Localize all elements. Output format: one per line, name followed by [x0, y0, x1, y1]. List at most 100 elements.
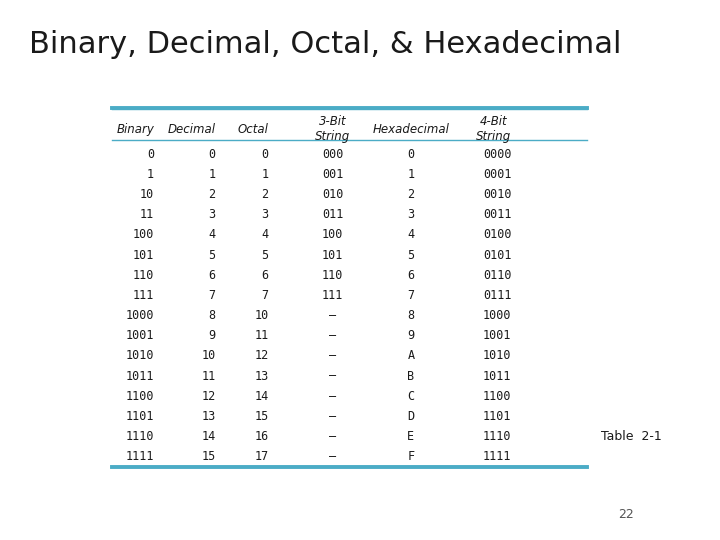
Text: A: A — [408, 349, 415, 362]
Text: Binary, Decimal, Octal, & Hexadecimal: Binary, Decimal, Octal, & Hexadecimal — [29, 30, 621, 59]
Text: —: — — [329, 430, 336, 443]
Text: 1011: 1011 — [483, 369, 511, 382]
Text: 1010: 1010 — [483, 349, 511, 362]
Text: —: — — [329, 329, 336, 342]
Text: 0: 0 — [147, 148, 154, 161]
Text: 8: 8 — [208, 309, 215, 322]
Text: Binary: Binary — [117, 123, 154, 136]
Text: 000: 000 — [322, 148, 343, 161]
Text: 100: 100 — [322, 228, 343, 241]
Text: 2: 2 — [261, 188, 269, 201]
Text: 001: 001 — [322, 168, 343, 181]
Text: 1111: 1111 — [483, 450, 511, 463]
Text: 4: 4 — [261, 228, 269, 241]
Text: 1000: 1000 — [126, 309, 154, 322]
Text: 0001: 0001 — [483, 168, 511, 181]
Text: 0: 0 — [208, 148, 215, 161]
Text: 011: 011 — [322, 208, 343, 221]
Text: 101: 101 — [322, 248, 343, 261]
Text: 2: 2 — [208, 188, 215, 201]
Text: 14: 14 — [254, 390, 269, 403]
Text: —: — — [329, 450, 336, 463]
Text: 0100: 0100 — [483, 228, 511, 241]
Text: Decimal: Decimal — [168, 123, 215, 136]
Text: 1: 1 — [208, 168, 215, 181]
Text: 2: 2 — [408, 188, 415, 201]
Text: 111: 111 — [132, 289, 154, 302]
Text: 5: 5 — [208, 248, 215, 261]
Text: 1: 1 — [261, 168, 269, 181]
Text: 13: 13 — [254, 369, 269, 382]
Text: B: B — [408, 369, 415, 382]
Text: 1000: 1000 — [483, 309, 511, 322]
Text: 0010: 0010 — [483, 188, 511, 201]
Text: 11: 11 — [202, 369, 215, 382]
Text: 9: 9 — [408, 329, 415, 342]
Text: 110: 110 — [322, 269, 343, 282]
Text: 3: 3 — [261, 208, 269, 221]
Text: 1010: 1010 — [126, 349, 154, 362]
Text: 1101: 1101 — [126, 410, 154, 423]
Text: 15: 15 — [254, 410, 269, 423]
Text: 101: 101 — [132, 248, 154, 261]
Text: 4: 4 — [408, 228, 415, 241]
Text: 1: 1 — [147, 168, 154, 181]
Text: 0111: 0111 — [483, 289, 511, 302]
Text: 5: 5 — [261, 248, 269, 261]
Text: E: E — [408, 430, 415, 443]
Text: 6: 6 — [208, 269, 215, 282]
Text: F: F — [408, 450, 415, 463]
Text: 3: 3 — [408, 208, 415, 221]
Text: 1001: 1001 — [126, 329, 154, 342]
Text: C: C — [408, 390, 415, 403]
Text: 11: 11 — [140, 208, 154, 221]
Text: 4-Bit
String: 4-Bit String — [476, 115, 511, 143]
Text: Octal: Octal — [238, 123, 269, 136]
Text: —: — — [329, 369, 336, 382]
Text: —: — — [329, 390, 336, 403]
Text: 12: 12 — [254, 349, 269, 362]
Text: 010: 010 — [322, 188, 343, 201]
Text: 9: 9 — [208, 329, 215, 342]
Text: —: — — [329, 349, 336, 362]
Text: 1: 1 — [408, 168, 415, 181]
Text: 5: 5 — [408, 248, 415, 261]
Text: 0: 0 — [261, 148, 269, 161]
Text: 6: 6 — [408, 269, 415, 282]
Text: 6: 6 — [261, 269, 269, 282]
Text: 0: 0 — [408, 148, 415, 161]
Text: 22: 22 — [618, 508, 634, 521]
Text: 1111: 1111 — [126, 450, 154, 463]
Text: Hexadecimal: Hexadecimal — [372, 123, 449, 136]
Text: 7: 7 — [208, 289, 215, 302]
Text: —: — — [329, 410, 336, 423]
Text: 100: 100 — [132, 228, 154, 241]
Text: 10: 10 — [202, 349, 215, 362]
Text: 10: 10 — [140, 188, 154, 201]
Text: 0011: 0011 — [483, 208, 511, 221]
Text: D: D — [408, 410, 415, 423]
Text: 16: 16 — [254, 430, 269, 443]
Text: —: — — [329, 309, 336, 322]
Text: 1100: 1100 — [126, 390, 154, 403]
Text: 1100: 1100 — [483, 390, 511, 403]
Text: 3: 3 — [208, 208, 215, 221]
Text: 0101: 0101 — [483, 248, 511, 261]
Text: 4: 4 — [208, 228, 215, 241]
Text: 1101: 1101 — [483, 410, 511, 423]
Text: 111: 111 — [322, 289, 343, 302]
Text: 1110: 1110 — [483, 430, 511, 443]
Text: 0110: 0110 — [483, 269, 511, 282]
Text: 7: 7 — [261, 289, 269, 302]
Text: Table  2-1: Table 2-1 — [600, 430, 661, 443]
Text: 13: 13 — [202, 410, 215, 423]
Text: 17: 17 — [254, 450, 269, 463]
Text: 1001: 1001 — [483, 329, 511, 342]
Text: 3-Bit
String: 3-Bit String — [315, 115, 351, 143]
Text: 8: 8 — [408, 309, 415, 322]
Text: 12: 12 — [202, 390, 215, 403]
Text: 14: 14 — [202, 430, 215, 443]
Text: 7: 7 — [408, 289, 415, 302]
Text: 110: 110 — [132, 269, 154, 282]
Text: 15: 15 — [202, 450, 215, 463]
